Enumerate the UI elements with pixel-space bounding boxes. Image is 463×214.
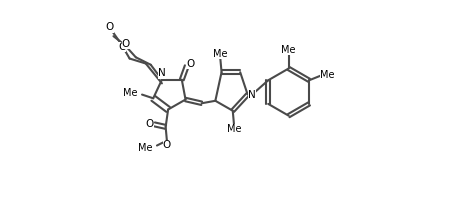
Text: Me: Me: [320, 70, 334, 80]
Text: O: O: [106, 22, 114, 33]
Text: Me: Me: [213, 49, 228, 59]
Text: O: O: [187, 58, 194, 68]
Text: N: N: [158, 68, 166, 79]
Text: Me: Me: [138, 143, 152, 153]
Text: Me: Me: [123, 88, 138, 98]
Text: Me: Me: [282, 45, 296, 55]
Text: O: O: [122, 39, 130, 49]
Text: O: O: [146, 119, 154, 129]
Text: O: O: [163, 140, 171, 150]
Text: O: O: [118, 42, 126, 52]
Text: Me: Me: [227, 124, 241, 134]
Text: N: N: [248, 90, 256, 100]
